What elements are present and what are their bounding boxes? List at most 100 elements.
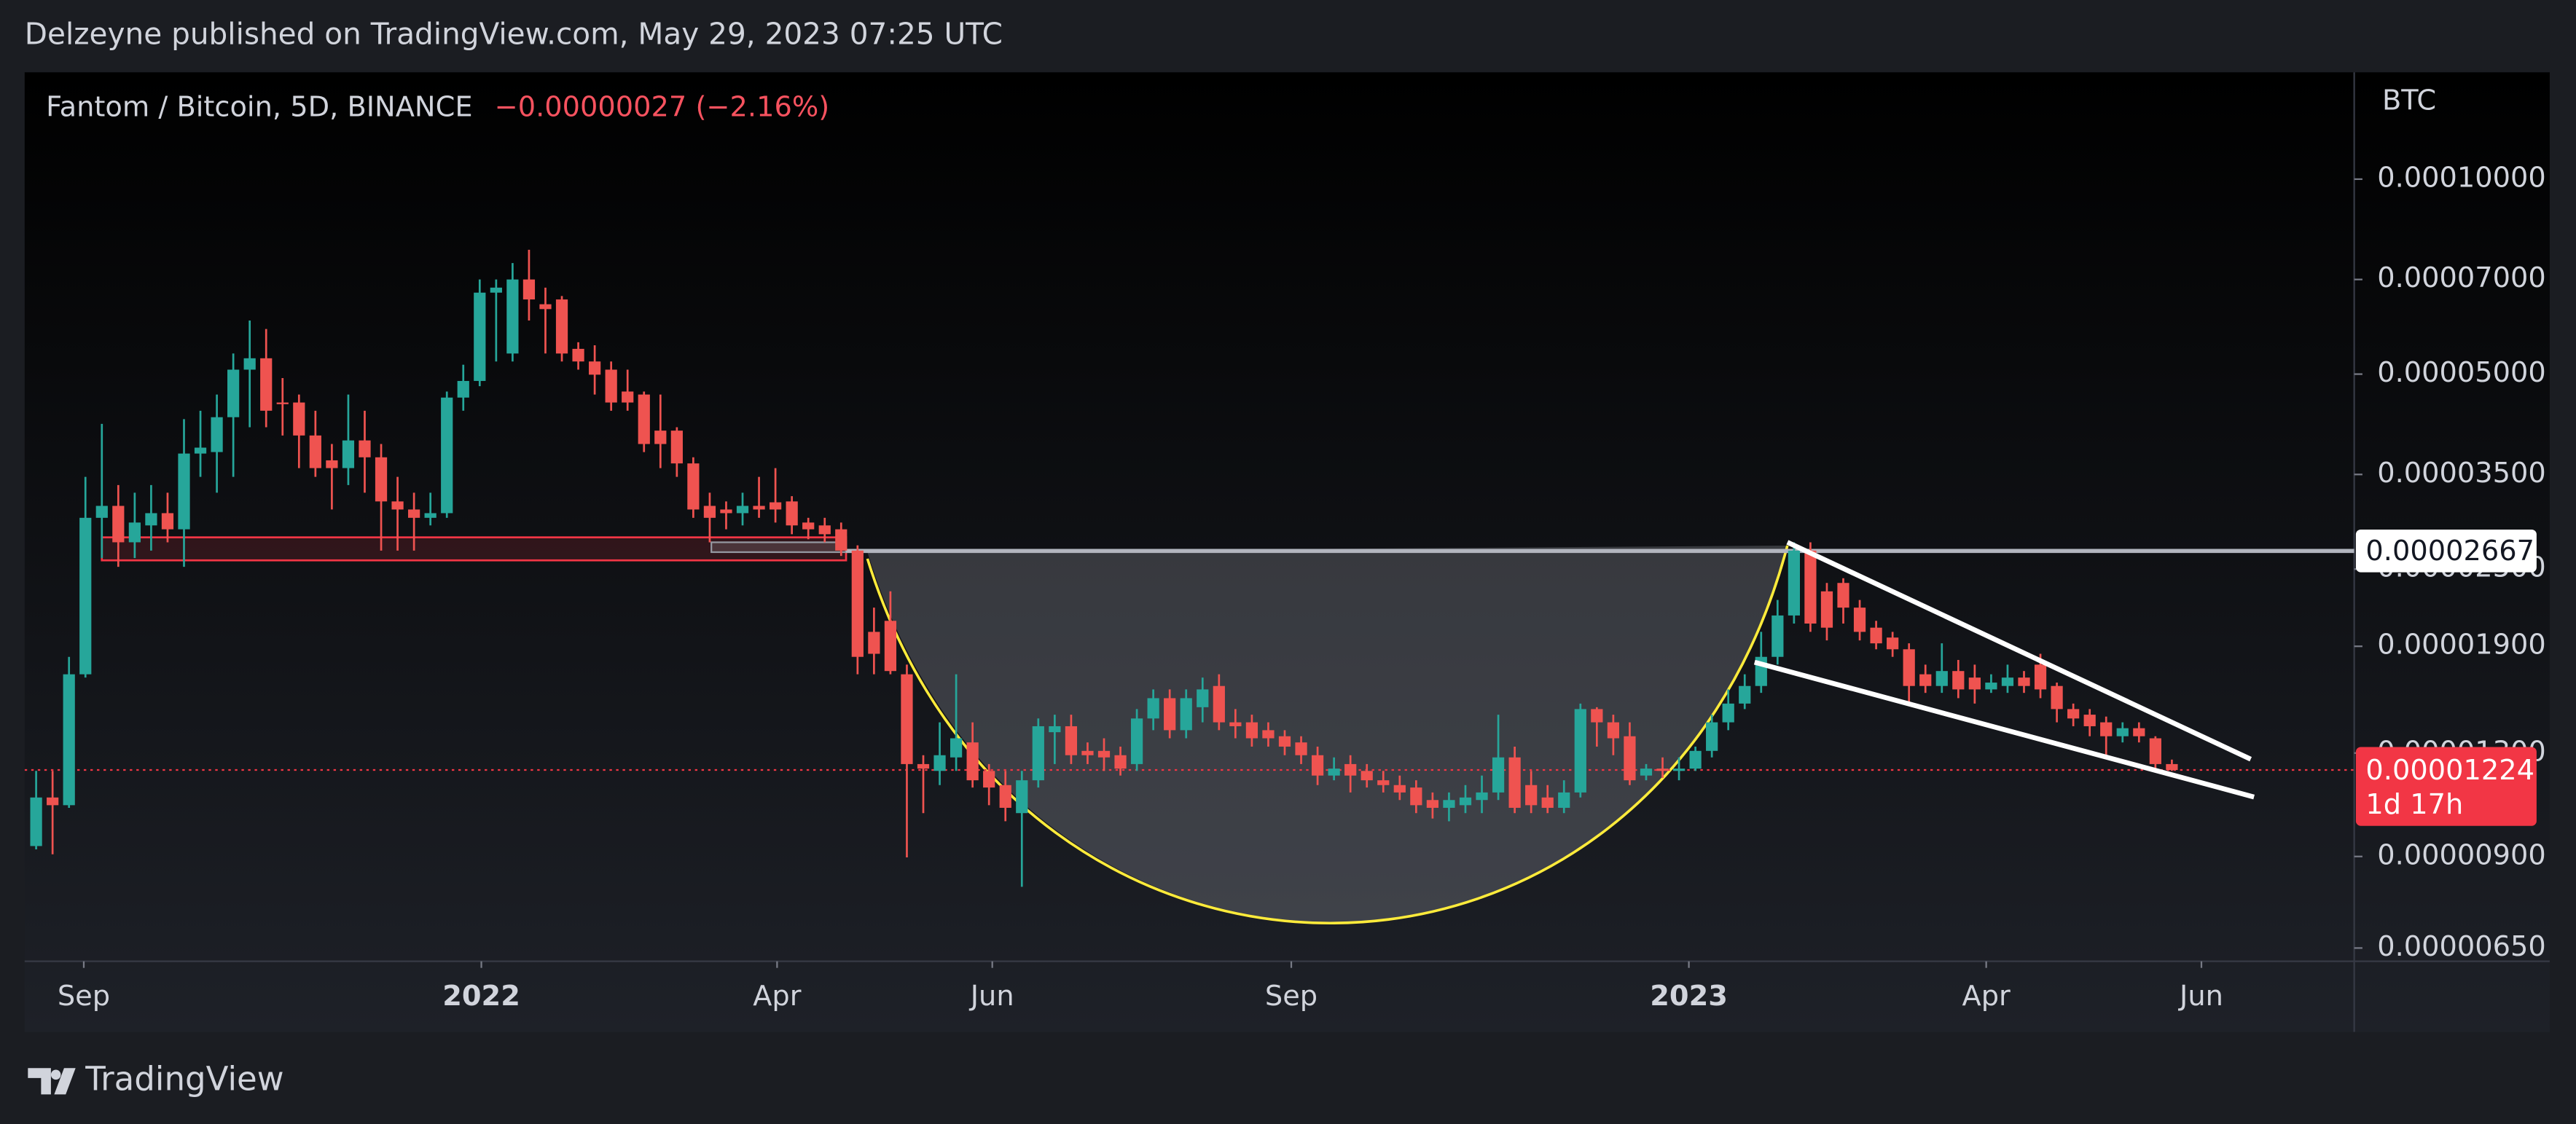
candle-body [983,771,995,788]
candle-body [818,525,831,535]
zone-box [710,541,847,554]
candle-body [227,369,240,417]
x-tick-label: Jun [2178,980,2223,1013]
candle-body [753,506,765,510]
candle-body [1476,792,1488,801]
candle-body [2133,728,2145,736]
candle-body [211,417,223,452]
candle-body [687,463,700,510]
candle-body [1081,750,1094,755]
candle-body [1097,750,1111,758]
candle-body [1311,755,1324,776]
level-price-box [2355,529,2537,573]
candle-body [622,391,634,403]
candle-body [359,440,371,457]
cup-fill [867,545,1788,923]
plot [24,249,2354,925]
candle-body [999,785,1011,808]
candle-body [1393,785,1406,793]
candle-body [128,522,141,543]
candle-body [835,529,847,551]
candle-body [1952,671,1965,690]
candle-body [966,742,979,781]
candle-body [1197,689,1209,707]
candle-body [933,755,946,771]
candle-body [441,397,453,514]
candle-body [63,674,75,806]
candle-body [868,632,880,654]
candle-body [1887,637,1899,650]
candle-body [1492,757,1505,793]
candle-body [1558,792,1570,808]
candle-body [638,394,650,444]
candle-body [703,506,716,518]
x-tick-label: Sep [58,980,110,1013]
bar-countdown: 1d 17h [2365,788,2463,821]
candle-body [1820,591,1833,628]
x-tick-label: 2023 [1650,980,1728,1013]
candle-body [555,299,568,354]
x-tick-label: Apr [1962,980,2011,1013]
candle-body [342,440,355,468]
wedge-upper [1786,540,2252,762]
y-tick-label: 0.00000900 [2377,838,2546,871]
candle-body [769,502,782,510]
y-tick-label: 0.00005000 [2377,356,2546,389]
candle-body [1508,757,1521,808]
drawings [1753,540,2255,800]
y-tick-label: 0.00000650 [2377,930,2546,963]
candle-body [1574,709,1586,793]
candle-body [112,506,125,543]
candle-body [1672,769,1686,771]
candle-body [95,506,108,518]
candle-body [572,348,584,362]
candle-body [1525,785,1538,806]
candle-body [1295,742,1307,755]
candle-body [1853,608,1866,632]
candle-body [457,380,469,398]
candle-body [1739,685,1751,704]
candle-body [1656,769,1669,771]
candle-body [391,501,404,510]
candle-body [1443,800,1455,808]
candle-body [2100,722,2113,736]
candle-body [30,797,42,846]
candle-body [1985,683,1997,690]
candle-body [2018,677,2030,686]
candle-body [1410,787,1422,806]
candle-body [1624,736,1636,781]
candle-body [1180,698,1192,731]
candle-body [1245,722,1258,739]
candle-body [1229,722,1242,726]
candle-body [1344,763,1357,776]
candle-body [1328,769,1340,776]
candle-body [474,292,486,381]
candle-body [2166,763,2178,771]
candle-body [506,279,519,354]
candle-body [161,513,174,530]
candle-body [2116,728,2129,736]
candle-body [408,509,420,518]
candle-body [2001,677,2014,686]
candle-body [851,550,864,657]
logo-dot [50,1069,61,1080]
candle-body [1837,583,1849,608]
candle-body [1032,726,1044,781]
candle-body [2083,715,2096,726]
candle-body [1278,736,1291,747]
candle-body [539,304,552,310]
candle-body [1919,674,1932,686]
candle-body [589,361,601,375]
publisher-line: Delzeyne published on TradingView.com, M… [25,17,1003,52]
candle-body [736,506,749,514]
candle-body [309,435,321,468]
candle-body [2034,664,2047,690]
candle-body [950,738,963,758]
candle-body [1689,750,1702,769]
candle-body [79,517,92,675]
candle-body [47,797,59,806]
candle-body [1722,703,1734,723]
candle-body [424,513,436,518]
candle-body [276,402,289,404]
